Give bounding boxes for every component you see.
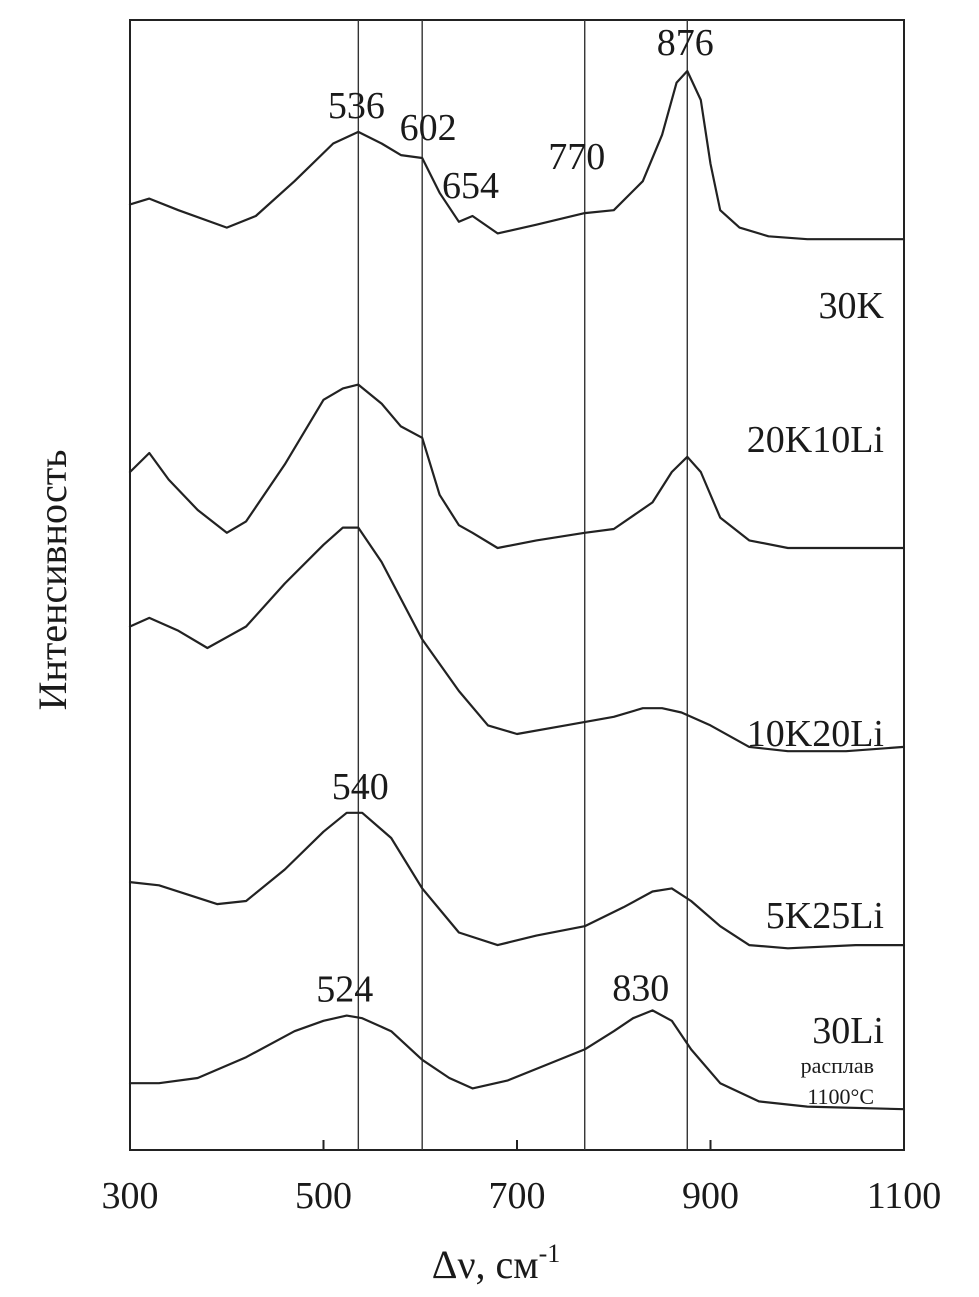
series-line-10k20li bbox=[128, 526, 906, 753]
peak-label-830: 830 bbox=[612, 967, 669, 1009]
x-axis-title: Δν, см-1 bbox=[432, 1239, 561, 1287]
reference-lines bbox=[357, 20, 688, 1150]
peak-label-770: 770 bbox=[548, 136, 605, 178]
peak-label-654: 654 bbox=[442, 165, 499, 207]
series-line-20k10li bbox=[128, 383, 906, 550]
series-label-20k10li: 20K10Li bbox=[747, 419, 884, 461]
series-line-5k25li bbox=[128, 811, 906, 950]
x-tick-label-1100: 1100 bbox=[867, 1175, 942, 1217]
peak-label-540: 540 bbox=[332, 766, 389, 808]
series-label-5k25li: 5K25Li bbox=[766, 895, 884, 937]
x-tick-label-900: 900 bbox=[682, 1175, 739, 1217]
series-line-30k bbox=[128, 69, 906, 241]
x-tick-label-300: 300 bbox=[102, 1175, 159, 1217]
series-note-line-2: 1100°C bbox=[807, 1084, 874, 1109]
plot-frame bbox=[129, 19, 905, 1151]
series-label-30k: 30K bbox=[819, 285, 885, 327]
x-axis-ticks: 300 500 700 900 1100 bbox=[102, 1140, 942, 1217]
peak-label-876: 876 bbox=[657, 22, 714, 64]
series-label-30li: 30Li bbox=[812, 1010, 884, 1052]
x-tick-label-500: 500 bbox=[295, 1175, 352, 1217]
peak-label-536: 536 bbox=[328, 85, 385, 127]
series-label-10k20li: 10K20Li bbox=[747, 713, 884, 755]
peak-label-524: 524 bbox=[316, 969, 373, 1011]
peak-label-602: 602 bbox=[400, 107, 457, 149]
series-line-30li bbox=[128, 1009, 906, 1111]
spectra-curves bbox=[128, 69, 906, 1111]
peak-labels: 536 602 654 770 876 540 524 830 bbox=[316, 22, 714, 1011]
x-tick-label-700: 700 bbox=[489, 1175, 546, 1217]
y-axis-title: Интенсивность bbox=[30, 450, 75, 711]
series-note-line-1: расплав bbox=[801, 1053, 874, 1078]
